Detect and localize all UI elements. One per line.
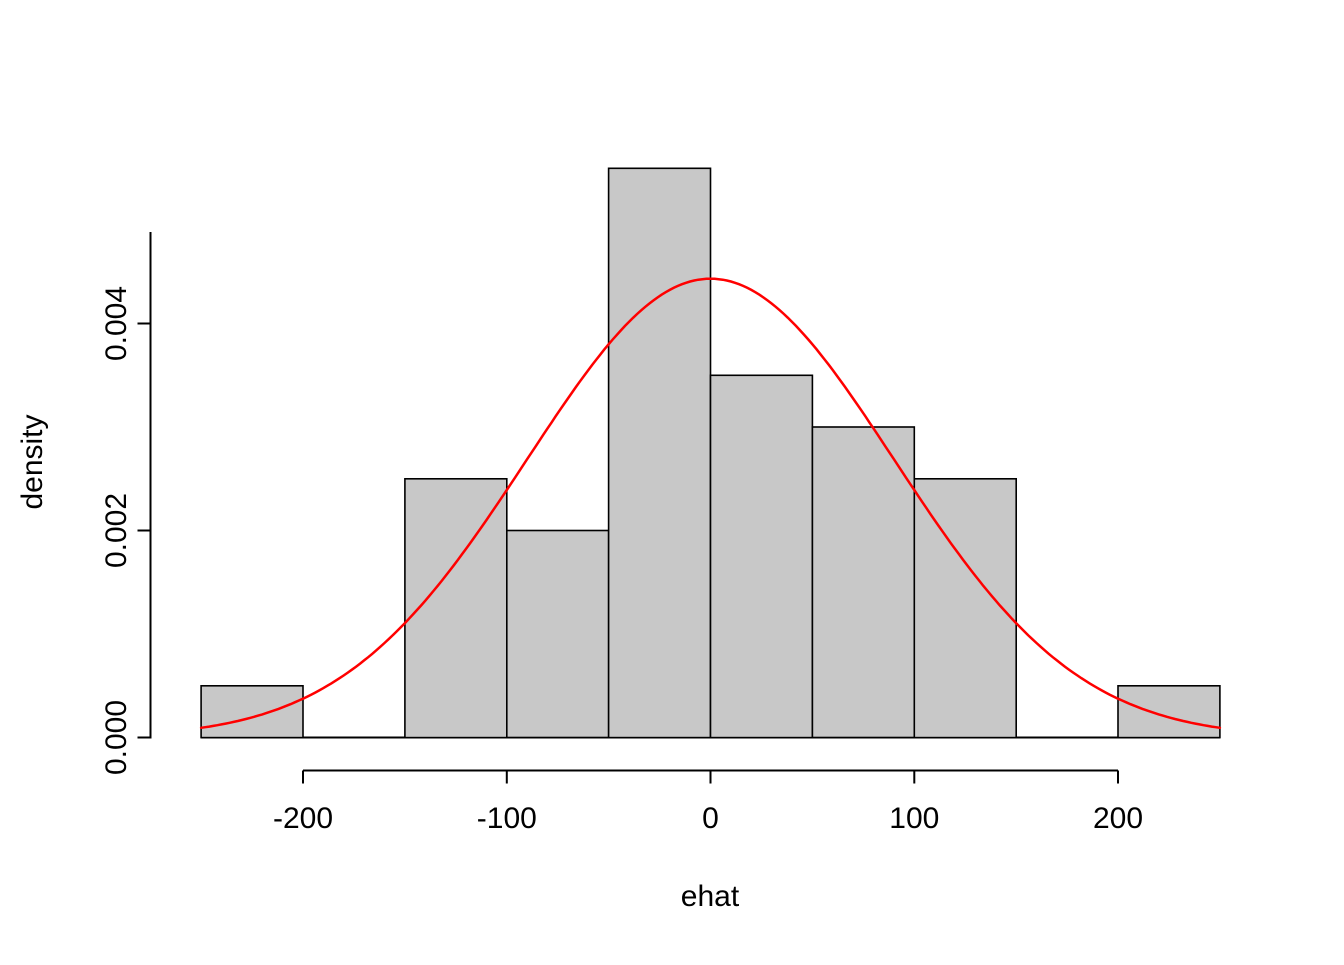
x-tick-label: 200 [1093, 802, 1143, 835]
histogram-bar-7 [913, 477, 1017, 739]
density-curve [199, 277, 1222, 730]
x-tick-label: 100 [889, 802, 939, 835]
x-tick-label: -200 [273, 802, 333, 835]
histogram-bar-4 [607, 167, 712, 739]
x-tick-label: -100 [477, 802, 537, 835]
x-tick-label: 0 [702, 802, 719, 835]
histogram-bar-5 [709, 374, 814, 739]
histogram-bar-3 [505, 529, 610, 739]
y-tick-label: 0.000 [100, 700, 133, 775]
y-tick-label: 0.002 [100, 493, 133, 568]
histogram-bar-0 [200, 684, 304, 739]
histogram-bar-2 [404, 477, 508, 739]
x-axis-title: ehat [681, 880, 740, 913]
y-tick-label: 0.004 [100, 286, 133, 361]
y-axis-title: density [16, 414, 49, 509]
histogram-bar-9 [1117, 684, 1221, 739]
histogram-bar-6 [811, 426, 916, 739]
